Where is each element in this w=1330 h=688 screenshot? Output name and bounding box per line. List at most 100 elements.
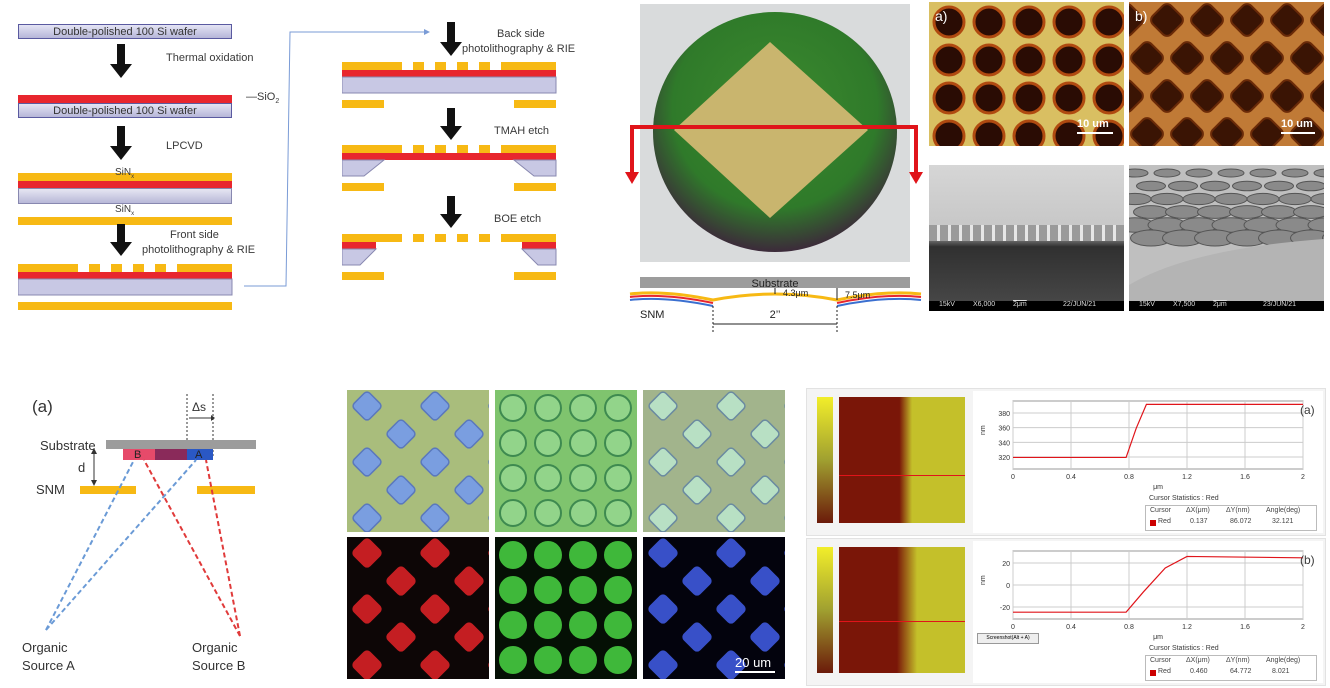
pore bbox=[972, 5, 1006, 39]
pore bbox=[1210, 117, 1244, 146]
wafer-cross-section: Substrate 4.3μm 7.5μm SNM 2’’ bbox=[629, 277, 922, 334]
step-thermal-oxidation: Thermal oxidation bbox=[166, 52, 254, 64]
pattern-diamond bbox=[784, 503, 785, 532]
pattern-dot bbox=[534, 464, 562, 492]
pore bbox=[1310, 192, 1324, 206]
cursor-table: Cursor ΔX(μm) ΔY(nm) Angle(deg) Red 0.46… bbox=[1145, 655, 1317, 681]
source-a-label-1: Organic bbox=[22, 640, 68, 655]
pore bbox=[1129, 168, 1149, 178]
section-arrow bbox=[625, 125, 923, 184]
pattern-diamond bbox=[784, 391, 785, 421]
pattern-dot bbox=[569, 499, 597, 527]
pore bbox=[1129, 79, 1144, 113]
y-axis-label: nm bbox=[980, 575, 987, 585]
pattern-diamond bbox=[784, 594, 785, 624]
pattern-diamond bbox=[352, 538, 382, 568]
pattern-diamond bbox=[488, 447, 489, 477]
pattern-dot bbox=[569, 611, 597, 639]
pattern-diamond bbox=[648, 447, 678, 477]
pattern-diamond bbox=[716, 447, 746, 477]
down-arrow-icon bbox=[440, 196, 462, 228]
afm-height-map bbox=[839, 547, 965, 673]
pattern-dot bbox=[604, 464, 632, 492]
pattern-dot bbox=[534, 646, 562, 674]
x-axis-label: μm bbox=[1153, 634, 1163, 641]
pore bbox=[972, 43, 1006, 77]
pattern-diamond bbox=[488, 391, 489, 421]
pattern-diamond bbox=[420, 538, 450, 568]
y-tick-label: 360 bbox=[998, 426, 1010, 433]
pattern-dot bbox=[534, 394, 562, 422]
sinx-top-layer bbox=[18, 173, 232, 181]
y-tick-label: 320 bbox=[998, 455, 1010, 462]
x-tick-label: 0 bbox=[1011, 474, 1015, 481]
pore bbox=[1278, 192, 1312, 206]
step-tmah: TMAH etch bbox=[494, 125, 550, 137]
pore bbox=[1052, 43, 1086, 77]
pattern-diamond bbox=[488, 594, 489, 624]
pattern-diamond bbox=[352, 650, 382, 679]
pore bbox=[1190, 79, 1224, 113]
pattern-dot bbox=[569, 394, 597, 422]
pattern-dot bbox=[534, 541, 562, 569]
bright-field-circles bbox=[495, 390, 637, 532]
pattern-dot bbox=[499, 499, 527, 527]
cursor-stats-title: Cursor Statistics : Red bbox=[1149, 645, 1219, 652]
delta-s-label: Δs bbox=[192, 400, 206, 414]
pore bbox=[1313, 168, 1324, 178]
afm-panel-b: 0 0.4 0.8 1.2 1.6 2 20 0 -20 μm nm (b) Screenshot(… bbox=[806, 538, 1326, 686]
down-arrow-icon bbox=[110, 44, 132, 78]
pore bbox=[1012, 5, 1046, 39]
pattern-diamond bbox=[420, 594, 450, 624]
profile-curve bbox=[1013, 555, 1304, 613]
boe-stack bbox=[342, 234, 557, 280]
red-swatch bbox=[1150, 670, 1156, 676]
pattern-diamond bbox=[420, 650, 450, 679]
profile-curve bbox=[1013, 403, 1303, 459]
screenshot-button[interactable]: Screenshot(Alt + A) bbox=[977, 633, 1039, 644]
micrograph-b: b) 10 um bbox=[1129, 2, 1324, 146]
pattern-diamond bbox=[784, 650, 785, 679]
afm-profile-a: 0 0.4 0.8 1.2 1.6 2 380 360 340 320 μm nm (a) Curso… bbox=[973, 391, 1323, 533]
x-tick-label: 1.2 bbox=[1182, 474, 1192, 481]
pattern-dot bbox=[534, 499, 562, 527]
x-tick-label: 0.8 bbox=[1124, 624, 1134, 631]
pattern-diamond bbox=[682, 622, 712, 652]
pore bbox=[1232, 180, 1262, 192]
micrograph-a-holes bbox=[932, 5, 1124, 146]
afm-height-map bbox=[839, 397, 965, 523]
source-b-label-1: Organic bbox=[192, 640, 238, 655]
panel-b-label: b) bbox=[1135, 8, 1148, 24]
pattern-diamond bbox=[716, 391, 746, 421]
sio2-label: —SiO2 bbox=[246, 91, 280, 106]
pore bbox=[1133, 205, 1169, 219]
pore bbox=[1182, 192, 1216, 206]
afm-panel-a: 0 0.4 0.8 1.2 1.6 2 380 360 340 320 μm nm (a) Curso… bbox=[806, 388, 1326, 536]
flow-connector bbox=[244, 29, 430, 287]
pattern-dot bbox=[604, 576, 632, 604]
pattern-diamond bbox=[784, 538, 785, 568]
pore bbox=[1130, 117, 1164, 146]
pattern-diamond bbox=[750, 622, 780, 652]
down-arrow-icon bbox=[440, 108, 462, 140]
afm-profile-plot-b: 0 0.4 0.8 1.2 1.6 2 20 0 -20 μm nm bbox=[980, 550, 1305, 641]
pore bbox=[1200, 180, 1230, 192]
pattern-diamond bbox=[488, 650, 489, 679]
x-tick-label: 0.4 bbox=[1066, 474, 1076, 481]
pattern-diamond bbox=[454, 566, 484, 596]
step-lpcvd: LPCVD bbox=[166, 140, 203, 152]
pattern-diamond bbox=[420, 447, 450, 477]
pattern-diamond bbox=[454, 419, 484, 449]
pore bbox=[1129, 192, 1152, 206]
pore bbox=[1310, 3, 1324, 37]
pattern-dot bbox=[499, 646, 527, 674]
y-tick-label: 20 bbox=[1002, 561, 1010, 568]
red-fluorescence bbox=[347, 537, 489, 679]
pattern-diamond bbox=[420, 503, 450, 532]
step-front-side-2: photolithography & RIE bbox=[142, 244, 256, 256]
red-swatch bbox=[1150, 520, 1156, 526]
pattern-diamond bbox=[488, 503, 489, 532]
pattern-diamond bbox=[386, 475, 416, 505]
micrograph-b-holes bbox=[1129, 3, 1324, 146]
panel-label: (a) bbox=[32, 397, 53, 416]
